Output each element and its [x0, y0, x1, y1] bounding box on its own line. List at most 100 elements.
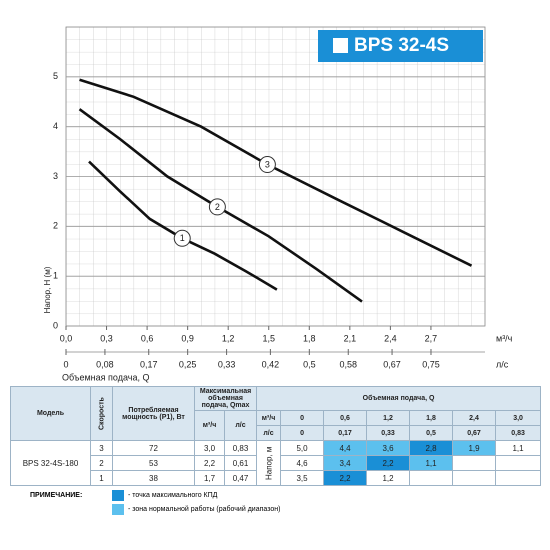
cell	[409, 470, 454, 486]
cell: 1	[90, 470, 113, 486]
cell: 4,4	[323, 440, 368, 456]
y-tick-label: 3	[53, 171, 58, 181]
data-row: BPS 32-4S-180 3 72 3,0 0,83 Напор, м 5,0 4,4 3,6…	[10, 440, 542, 486]
header-cell: 0,5	[409, 425, 454, 441]
head-label: Напор, м	[256, 440, 281, 486]
x-tick-label: 1,8	[303, 333, 316, 343]
x-tick-label: 0,6	[141, 333, 154, 343]
header-cell: л/с	[223, 410, 258, 441]
x-tick-label: 0,3	[100, 333, 113, 343]
y-tick-label: 4	[53, 121, 58, 131]
cell: 3,0	[194, 440, 225, 456]
curve-label-circle	[258, 156, 276, 174]
cell: 3	[90, 440, 113, 456]
cell: 2,2	[366, 455, 411, 471]
cell	[495, 455, 542, 471]
x2-tick-label: 0,67	[383, 359, 401, 369]
cell: 2	[90, 455, 113, 471]
model-cell: BPS 32-4S-180	[10, 440, 91, 486]
curve-label-circle	[208, 198, 226, 216]
header-cell: 1,2	[366, 410, 411, 426]
x2-unit: л/с	[496, 359, 509, 369]
header-cell: Объемная подача, Q	[256, 386, 542, 411]
chart: BPS 32-4S м³/ч л/с Объемная подача, Q На…	[43, 26, 513, 382]
cell: 3,4	[323, 455, 368, 471]
cell: 2,2	[323, 470, 368, 486]
x2-tick-label: 0	[63, 359, 68, 369]
header-cell: 0,6	[323, 410, 368, 426]
header-cell: Максимальная объемная подача, Qmax	[193, 386, 258, 411]
note-swatch	[112, 504, 124, 515]
legend-label: 3	[265, 159, 270, 169]
y-tick-label: 5	[53, 71, 58, 81]
x2-tick-label: 0,42	[262, 359, 280, 369]
header-cell: Модель	[10, 386, 91, 441]
header-cell: 0,67	[452, 425, 497, 441]
cell: 3,5	[280, 470, 325, 486]
curve-label-circle	[173, 229, 191, 247]
cell: 0,47	[223, 470, 258, 486]
x2-tick-label: 0,33	[218, 359, 236, 369]
y-tick-label: 1	[53, 271, 58, 281]
header-cell: 0	[280, 425, 325, 441]
data-row: 1 38 1,7 0,47 3,5 2,2 1,2	[11, 470, 542, 486]
x2-tick-label: 0,5	[303, 359, 316, 369]
x-tick-label: 0,9	[181, 333, 194, 343]
x2-tick-label: 0,58	[339, 359, 357, 369]
x2-tick-label: 0,08	[96, 359, 114, 369]
x-tick-label: 2,7	[425, 333, 438, 343]
legend-label: 1	[180, 233, 185, 243]
chart-title: BPS 32-4S	[354, 35, 449, 56]
header-cell: 0,17	[323, 425, 368, 441]
cell: 53	[112, 455, 195, 471]
cell: 2,8	[409, 440, 454, 456]
header-cell: м³/ч	[256, 410, 282, 426]
data-table: Модель Скорость Потребляемая мощность (P1)…	[10, 386, 542, 486]
cell: 5,0	[280, 440, 325, 456]
header-cell: л/с	[256, 425, 282, 441]
header-cell: 0,83	[495, 425, 542, 441]
cell: 72	[112, 440, 195, 456]
cell: 1,1	[495, 440, 542, 456]
x-axis-label: Объемная подача, Q	[62, 372, 149, 382]
x2-tick-label: 0,17	[140, 359, 158, 369]
x-tick-label: 0,0	[60, 333, 73, 343]
header-cell: Потребляемая мощность (P1), Вт	[112, 386, 195, 441]
header-cell: 2,4	[452, 410, 497, 426]
x-tick-label: 1,2	[222, 333, 235, 343]
cell: 2,2	[194, 455, 225, 471]
note-swatch	[112, 490, 124, 501]
note-text: - точка максимального КПД	[128, 492, 218, 499]
cell: 1,1	[409, 455, 454, 471]
y-tick-label: 2	[53, 221, 58, 231]
x-tick-label: 2,1	[344, 333, 357, 343]
cell: 3,6	[366, 440, 411, 456]
cell: 38	[112, 470, 195, 486]
cell: 0,61	[223, 455, 258, 471]
x-tick-label: 1,5	[262, 333, 275, 343]
header-cell: 0,33	[366, 425, 411, 441]
y-tick-label: 0	[53, 320, 58, 330]
header-cell: Скорость	[90, 386, 113, 441]
x2-tick-label: 0,75	[422, 359, 440, 369]
x-tick-label: 2,4	[384, 333, 397, 343]
cell: 1,2	[366, 470, 411, 486]
title-icon	[333, 38, 348, 53]
notes-title: ПРИМЕЧАНИЕ:	[30, 492, 83, 499]
x2-tick-label: 0,25	[179, 359, 197, 369]
header-cell: 0	[280, 410, 325, 426]
cell: 4,6	[280, 455, 325, 471]
cell: 0,83	[223, 440, 258, 456]
header-row: м³/ч л/с м³/ч 0 0,6 1,2 1,8 2,4 3,0	[11, 410, 542, 441]
header-cell: 1,8	[409, 410, 454, 426]
note-text: - зона нормальной работы (рабочий диапаз…	[128, 506, 281, 513]
header-row: Модель Скорость Потребляемая мощность (P1)…	[10, 386, 542, 441]
cell: 1,7	[194, 470, 225, 486]
data-row: 2 53 2,2 0,61 4,6 3,4 2,2 1,1	[11, 455, 542, 471]
x-unit: м³/ч	[496, 333, 513, 343]
header-cell: м³/ч	[194, 410, 225, 441]
y-axis-label: Напор, H (м)	[43, 266, 52, 313]
header-cell: 3,0	[495, 410, 542, 426]
cell	[452, 470, 497, 486]
